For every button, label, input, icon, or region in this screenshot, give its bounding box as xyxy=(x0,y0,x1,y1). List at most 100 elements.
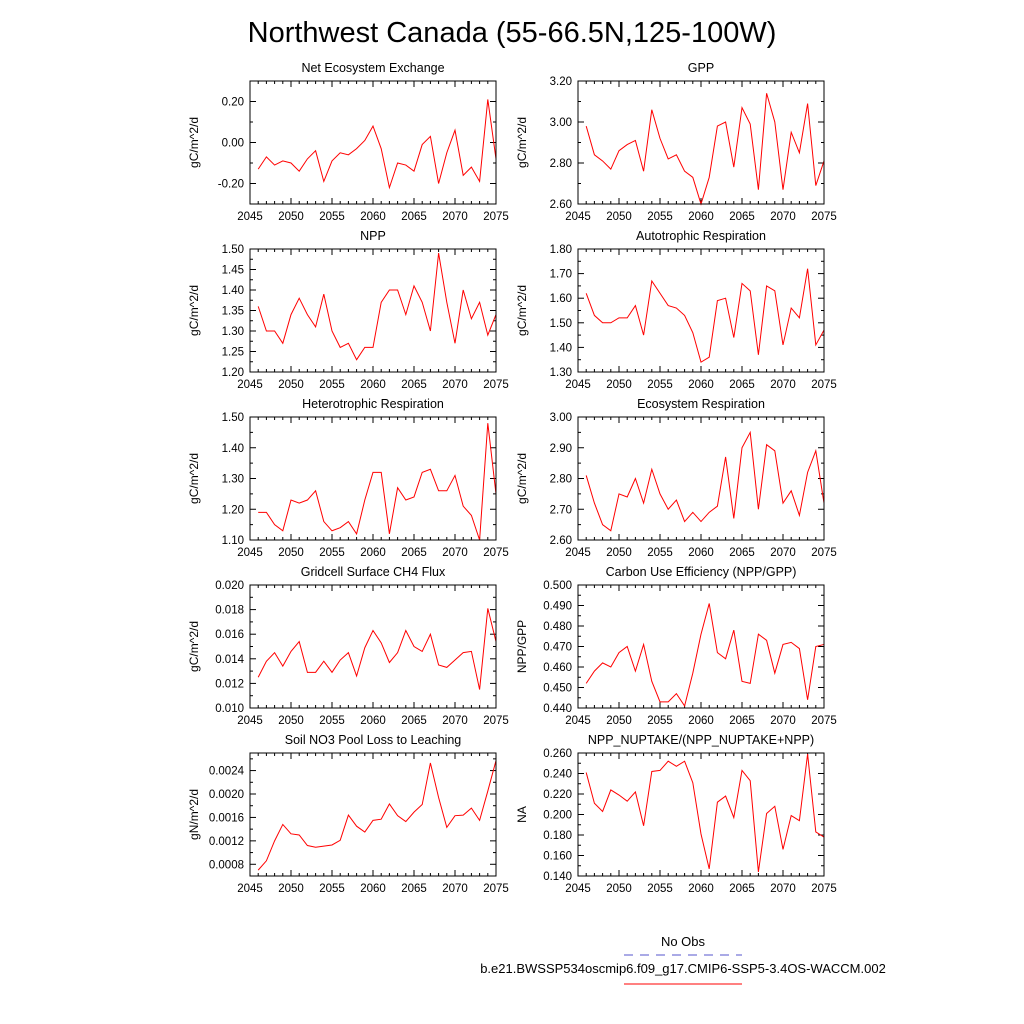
x-tick-label: 2055 xyxy=(647,715,673,727)
y-tick-label: 1.80 xyxy=(550,244,572,256)
y-tick-label: 0.200 xyxy=(543,810,572,822)
y-tick-label: 1.50 xyxy=(222,244,244,256)
x-tick-label: 2065 xyxy=(401,379,427,391)
x-tick-label: 2045 xyxy=(237,211,263,223)
panel-title: NPP_NUPTAKE/(NPP_NUPTAKE+NPP) xyxy=(588,733,814,747)
x-tick-label: 2060 xyxy=(360,211,386,223)
x-tick-label: 2045 xyxy=(565,883,591,895)
legend: No Obs b.e21.BWSSP534oscmip6.f09_g17.CMI… xyxy=(480,934,886,985)
y-tick-label: 0.160 xyxy=(543,851,572,863)
y-tick-label: 1.40 xyxy=(550,342,572,354)
x-tick-label: 2070 xyxy=(442,715,468,727)
plot-frame xyxy=(249,80,497,205)
x-tick-label: 2075 xyxy=(483,211,509,223)
y-tick-label: 0.012 xyxy=(215,678,244,690)
x-tick-label: 2060 xyxy=(688,547,714,559)
y-tick-label: 1.45 xyxy=(222,265,244,277)
y-axis-label: gN/m^2/d xyxy=(187,789,201,840)
panel-5: Ecosystem Respiration gC/m^2/d 2045 2050 205… xyxy=(515,397,837,559)
x-tick-label: 2070 xyxy=(770,211,796,223)
x-tick-label: 2050 xyxy=(606,547,632,559)
panel-title: NPP xyxy=(360,229,386,243)
panel-grid: Net Ecosystem Exchange gC/m^2/d 2045 2050 20… xyxy=(187,61,837,895)
x-tick-label: 2050 xyxy=(606,379,632,391)
y-tick-label: 2.60 xyxy=(550,199,572,211)
y-tick-label: 2.80 xyxy=(550,158,572,170)
y-tick-label: 3.00 xyxy=(550,117,572,129)
y-tick-label: 1.60 xyxy=(550,293,572,305)
x-tick-label: 2065 xyxy=(401,883,427,895)
x-tick-label: 2055 xyxy=(319,211,345,223)
x-tick-label: 2050 xyxy=(278,883,304,895)
panel-6: Gridcell Surface CH4 Flux gC/m^2/d 2045 205… xyxy=(187,565,509,727)
panel-title: Net Ecosystem Exchange xyxy=(301,61,444,75)
x-tick-label: 2060 xyxy=(360,547,386,559)
plot-frame xyxy=(577,752,825,877)
y-tick-label: 0.480 xyxy=(543,621,572,633)
x-tick-label: 2075 xyxy=(483,883,509,895)
y-tick-label: 0.010 xyxy=(215,703,244,715)
x-tick-label: 2045 xyxy=(565,379,591,391)
y-axis-label: gC/m^2/d xyxy=(187,621,201,672)
x-tick-label: 2070 xyxy=(770,883,796,895)
y-tick-label: 1.50 xyxy=(222,412,244,424)
x-tick-label: 2075 xyxy=(483,715,509,727)
panel-9: NPP_NUPTAKE/(NPP_NUPTAKE+NPP) NA 2045 2050 2… xyxy=(515,733,837,895)
x-tick-label: 2060 xyxy=(360,379,386,391)
x-tick-label: 2045 xyxy=(565,211,591,223)
y-tick-label: 0.140 xyxy=(543,871,572,883)
x-tick-label: 2055 xyxy=(647,211,673,223)
x-tick-label: 2065 xyxy=(729,211,755,223)
y-axis-label: NPP/GPP xyxy=(515,620,529,673)
plot-frame xyxy=(249,416,497,541)
y-tick-label: 0.470 xyxy=(543,642,572,654)
plot-frame xyxy=(249,248,497,373)
panel-title: GPP xyxy=(688,61,714,75)
y-tick-label: 2.60 xyxy=(550,535,572,547)
legend-entry-no-obs-label: No Obs xyxy=(661,934,706,949)
y-tick-label: 0.0016 xyxy=(209,812,244,824)
y-axis-label: gC/m^2/d xyxy=(187,285,201,336)
y-tick-label: 2.90 xyxy=(550,443,572,455)
series-line xyxy=(257,253,497,361)
y-axis-label: gC/m^2/d xyxy=(187,117,201,168)
x-tick-label: 2055 xyxy=(319,883,345,895)
panel-title: Heterotrophic Respiration xyxy=(302,397,444,411)
x-tick-label: 2050 xyxy=(278,715,304,727)
legend-entry-model-label: b.e21.BWSSP534oscmip6.f09_g17.CMIP6-SSP5… xyxy=(480,961,886,976)
y-tick-label: 0.180 xyxy=(543,830,572,842)
x-tick-label: 2060 xyxy=(688,211,714,223)
y-tick-label: 1.50 xyxy=(550,318,572,330)
panel-3: Autotrophic Respiration gC/m^2/d 2045 2050 2… xyxy=(515,229,837,391)
x-tick-label: 2075 xyxy=(483,547,509,559)
x-tick-label: 2055 xyxy=(319,715,345,727)
y-tick-label: 3.00 xyxy=(550,412,572,424)
plot-frame xyxy=(249,584,497,709)
plot-frame xyxy=(577,80,825,205)
x-tick-label: 2055 xyxy=(647,883,673,895)
series-line xyxy=(585,753,825,872)
y-tick-label: 0.0020 xyxy=(209,789,244,801)
y-tick-label: 0.460 xyxy=(543,662,572,674)
x-tick-label: 2065 xyxy=(729,715,755,727)
panel-title: Ecosystem Respiration xyxy=(637,397,765,411)
x-tick-label: 2070 xyxy=(442,379,468,391)
x-tick-label: 2050 xyxy=(278,379,304,391)
y-tick-label: 1.20 xyxy=(222,367,244,379)
panel-title: Carbon Use Efficiency (NPP/GPP) xyxy=(606,565,797,579)
series-line xyxy=(585,268,825,363)
panel-0: Net Ecosystem Exchange gC/m^2/d 2045 2050 20… xyxy=(187,61,509,223)
x-tick-label: 2050 xyxy=(606,715,632,727)
x-tick-label: 2075 xyxy=(811,547,837,559)
y-tick-label: 0.0012 xyxy=(209,836,244,848)
x-tick-label: 2075 xyxy=(811,715,837,727)
x-tick-label: 2065 xyxy=(729,547,755,559)
y-tick-label: 0.440 xyxy=(543,703,572,715)
panel-title: Soil NO3 Pool Loss to Leaching xyxy=(285,733,462,747)
x-tick-label: 2065 xyxy=(401,211,427,223)
panel-7: Carbon Use Efficiency (NPP/GPP) NPP/GPP 20… xyxy=(515,565,837,727)
x-tick-label: 2045 xyxy=(237,547,263,559)
y-tick-label: 2.80 xyxy=(550,474,572,486)
panel-2: NPP gC/m^2/d 2045 2050 2055 2060 2065 2070 2075 1… xyxy=(187,229,509,391)
